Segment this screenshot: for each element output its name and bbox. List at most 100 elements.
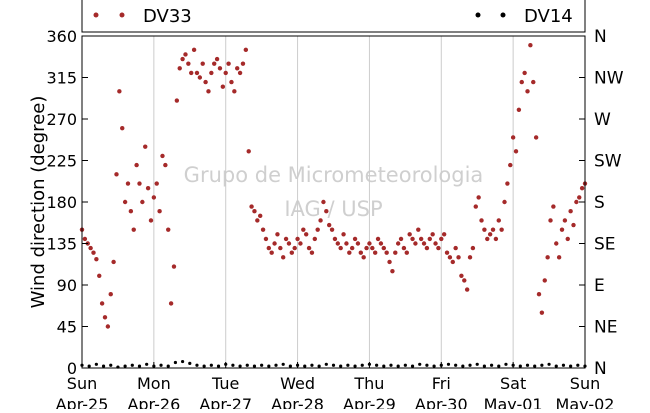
- data-point-dv14: [382, 364, 386, 368]
- data-point-dv33: [528, 43, 533, 48]
- data-point-dv33: [200, 61, 205, 66]
- data-point-dv33: [464, 287, 470, 292]
- data-point-dv33: [533, 135, 539, 140]
- legend-marker-dv14: [475, 12, 481, 18]
- data-point-dv14: [346, 363, 350, 367]
- data-point-dv14: [101, 364, 106, 368]
- data-point-dv33: [476, 195, 481, 200]
- data-point-dv33: [413, 241, 418, 246]
- data-point-dv33: [289, 250, 295, 255]
- data-point-dv33: [97, 273, 102, 278]
- y-tick-label: 315: [46, 69, 77, 88]
- data-point-dv14: [576, 363, 580, 367]
- data-point-dv14: [425, 363, 429, 367]
- data-point-dv14: [267, 364, 271, 368]
- watermark-text: Grupo de Micrometeorologia: [184, 163, 484, 187]
- data-point-dv33: [531, 79, 536, 85]
- data-point-dv33: [237, 70, 243, 76]
- data-point-dv14: [468, 363, 472, 367]
- data-point-dv33: [180, 56, 185, 62]
- x-tick-date: May-01: [484, 395, 543, 409]
- data-point-dv33: [513, 149, 519, 154]
- data-point-dv33: [418, 236, 424, 242]
- x-tick-day: Sun: [67, 374, 97, 393]
- data-point-dv33: [332, 236, 338, 242]
- x-tick-day: Fri: [432, 374, 451, 393]
- data-point-dv14: [375, 363, 379, 367]
- data-point-dv14: [317, 364, 321, 368]
- data-point-dv14: [130, 363, 134, 367]
- data-point-dv33: [189, 70, 194, 76]
- data-point-dv14: [303, 364, 307, 368]
- data-point-dv33: [355, 241, 361, 246]
- data-point-dv33: [166, 227, 171, 232]
- data-point-dv14: [209, 363, 213, 367]
- data-point-dv33: [312, 236, 318, 242]
- data-point-dv33: [260, 227, 266, 232]
- data-point-dv33: [186, 61, 191, 66]
- data-point-dv33: [565, 236, 570, 242]
- y-tick-label: 270: [46, 110, 77, 129]
- data-point-dv33: [88, 245, 93, 251]
- data-point-dv14: [482, 364, 486, 368]
- data-point-dv33: [536, 292, 542, 297]
- data-point-dv14: [554, 364, 558, 368]
- data-point-dv14: [94, 362, 98, 366]
- data-point-dv33: [143, 144, 148, 149]
- data-point-dv14: [504, 362, 508, 366]
- data-point-dv33: [324, 209, 329, 214]
- data-point-dv33: [99, 301, 105, 306]
- data-point-dv33: [508, 162, 513, 168]
- data-point-dv33: [398, 236, 404, 242]
- data-point-dv33: [490, 227, 496, 232]
- data-point-dv33: [281, 255, 286, 260]
- data-point-dv33: [329, 227, 335, 232]
- data-point-dv33: [255, 218, 260, 223]
- data-point-dv33: [424, 245, 430, 251]
- data-point-dv33: [421, 241, 427, 246]
- data-point-dv33: [163, 162, 168, 168]
- data-point-dv33: [214, 56, 220, 62]
- data-point-dv14: [324, 362, 328, 366]
- data-point-dv33: [114, 172, 119, 177]
- data-point-dv33: [447, 255, 453, 260]
- data-point-dv33: [381, 245, 386, 251]
- data-point-dv33: [212, 61, 217, 66]
- data-point-dv33: [263, 236, 269, 242]
- data-point-dv33: [194, 70, 200, 76]
- data-point-dv33: [217, 66, 223, 71]
- data-point-dv33: [493, 236, 499, 242]
- x-tick-day: Mon: [137, 374, 171, 393]
- data-point-dv14: [396, 364, 400, 368]
- data-point-dv33: [341, 232, 346, 237]
- data-point-dv33: [157, 209, 162, 214]
- data-point-dv33: [102, 315, 108, 320]
- data-point-dv33: [545, 255, 550, 260]
- data-point-dv33: [229, 79, 234, 85]
- x-tick-date: Apr-26: [127, 395, 180, 409]
- data-point-dv33: [401, 245, 407, 251]
- data-point-dv33: [367, 241, 372, 246]
- data-point-dv33: [487, 232, 493, 237]
- data-point-dv14: [446, 362, 451, 366]
- y2-tick-label: NE: [594, 318, 617, 338]
- data-point-dv33: [91, 250, 96, 255]
- data-point-dv33: [548, 218, 553, 223]
- data-point-dv14: [145, 362, 149, 366]
- data-point-dv33: [496, 218, 501, 223]
- data-point-dv33: [568, 209, 573, 214]
- legend-label-dv14: DV14: [524, 6, 573, 27]
- data-point-dv33: [309, 250, 315, 255]
- data-point-dv33: [436, 245, 441, 251]
- data-point-dv33: [393, 250, 398, 255]
- data-point-dv14: [418, 362, 422, 366]
- data-point-dv14: [173, 360, 178, 365]
- data-point-dv33: [485, 236, 490, 242]
- data-point-dv14: [360, 363, 364, 367]
- data-point-dv33: [174, 98, 180, 103]
- data-point-dv33: [349, 245, 355, 251]
- data-point-dv33: [571, 222, 576, 228]
- data-point-dv33: [94, 256, 99, 262]
- data-point-dv14: [245, 363, 249, 367]
